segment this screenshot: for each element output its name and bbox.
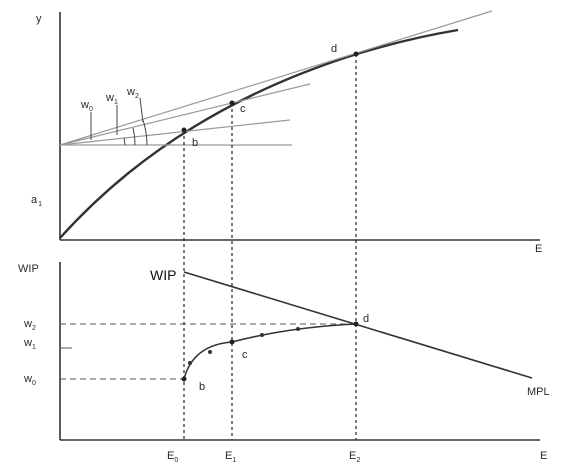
top-x-axis-label: E [535,243,542,255]
w2-label: w2 [126,86,139,100]
x-tick-e2: E2 [349,450,360,464]
bottom-label-b: b [199,381,205,393]
y-tick-w0: w0 [23,373,36,387]
w2-pointer [139,97,144,123]
w0-label: w0 [80,99,93,113]
w1-label: w1 [105,92,118,106]
wage-ray-w1 [59,83,311,146]
wip-marker [188,361,192,365]
wip-curve-label: WIP [150,267,176,283]
top-y-axis-label: y [36,13,42,25]
bottom-y-axis-label: WIP [18,263,39,275]
top-label-c: c [240,103,246,115]
production-curve [59,28,459,239]
intercept-label: a1 [31,194,42,208]
wip-marker [296,327,300,331]
bottom-label-d: d [363,313,369,325]
top-label-d: d [331,43,337,55]
top-label-b: b [192,137,198,149]
x-tick-e0: E0 [167,450,178,464]
bottom-label-c: c [242,349,248,361]
wip-marker [260,333,264,337]
bottom-point-c [229,339,235,345]
y-tick-w2: w2 [23,318,36,332]
angle-arc-w1 [132,127,136,146]
x-tick-e1: E1 [225,450,236,464]
wip-curve [183,323,357,380]
bottom-point-b [181,376,187,382]
y-tick-w1: w1 [23,337,36,351]
bottom-x-axis-label: E [540,450,547,462]
wage-ray-w0 [59,119,291,146]
bottom-point-d [353,321,359,327]
wage-ray-w2 [59,10,493,146]
angle-arc-w0 [123,137,126,146]
wip-marker [208,350,212,354]
mpl-label: MPL [527,386,550,398]
